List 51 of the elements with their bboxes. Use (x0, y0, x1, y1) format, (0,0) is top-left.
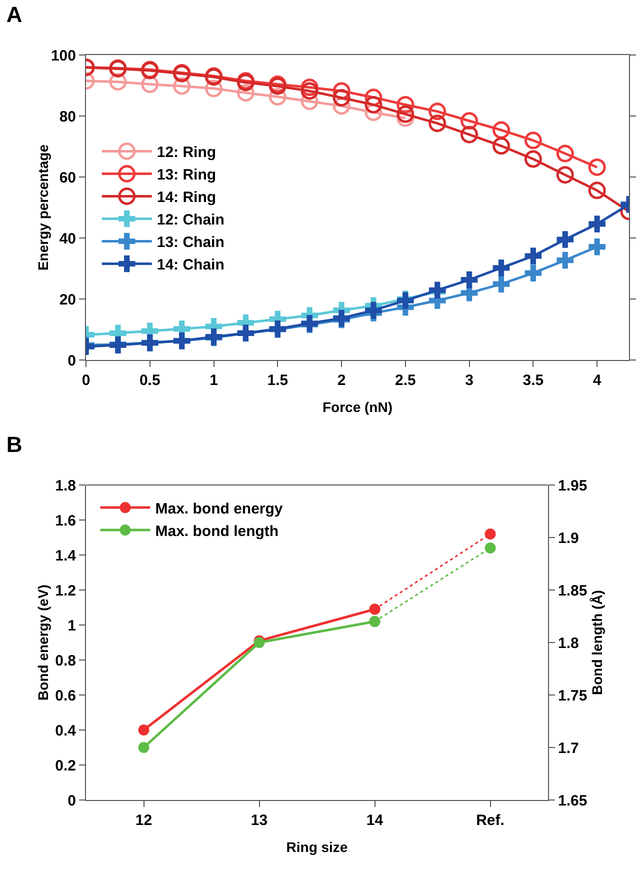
legend-label: 12: Chain (156, 212, 224, 229)
y-tick-label: 0.8 (55, 652, 76, 670)
y-tick-label: 1.2 (55, 582, 76, 600)
y-axis-title: Energy percentage (35, 144, 51, 271)
x-axis-title: Ring size (286, 839, 348, 855)
y-tick-label: 0.4 (55, 722, 77, 740)
x-tick-label: 2 (337, 372, 346, 389)
legend-label: 12: Ring (156, 144, 216, 162)
y-tick-label: 0 (68, 352, 76, 370)
legend-label: Max. bond energy (155, 500, 284, 518)
x-tick-label: 14 (366, 812, 384, 829)
y2-tick-label: 1.65 (558, 792, 588, 810)
x-axis-title: Force (nN) (322, 399, 392, 415)
chart-title: B (6, 432, 22, 457)
y2-axis-title: Bond length (Å) (589, 590, 606, 695)
x-tick-label: 12 (135, 812, 152, 829)
x-tick-label: 4 (592, 372, 602, 389)
y2-tick-label: 1.85 (558, 582, 588, 600)
y2-tick-label: 1.8 (558, 634, 579, 652)
y-tick-label: 1 (68, 617, 76, 634)
y-tick-label: 40 (59, 230, 76, 248)
legend-label: 14: Chain (156, 256, 224, 274)
legend-label: 13: Chain (156, 234, 224, 252)
y2-tick-label: 1.75 (558, 687, 588, 704)
x-tick-label: 3.5 (522, 372, 544, 389)
x-tick-label: 1.5 (267, 372, 288, 389)
y-tick-label: 60 (59, 169, 76, 186)
x-tick-label: 1 (210, 372, 218, 389)
y2-tick-label: 1.95 (558, 477, 588, 494)
legend-label: 14: Ring (156, 189, 216, 206)
chart-title: A (6, 2, 22, 27)
legend-label: 13: Ring (156, 166, 216, 184)
y-tick-label: 1.4 (55, 547, 77, 564)
y-tick-label: 100 (50, 47, 76, 64)
y-tick-label: 0.6 (55, 687, 76, 704)
y-tick-label: 1.8 (55, 477, 76, 494)
x-tick-label: 0 (82, 372, 90, 389)
x-tick-label: 0.5 (139, 372, 160, 389)
y2-tick-label: 1.7 (558, 740, 579, 757)
y2-tick-label: 1.9 (558, 530, 579, 547)
x-tick-label: Ref. (476, 812, 504, 829)
x-tick-label: 2.5 (394, 372, 416, 389)
y-tick-label: 20 (59, 291, 76, 308)
legend-label: Max. bond length (155, 522, 279, 540)
x-tick-label: 3 (465, 372, 474, 389)
y-axis-title: Bond energy (eV) (35, 584, 51, 700)
y-tick-label: 0.2 (55, 757, 76, 774)
x-tick-label: 13 (250, 812, 268, 829)
y-tick-label: 1.6 (55, 512, 76, 530)
y-tick-label: 80 (59, 108, 76, 126)
y-tick-label: 0 (68, 792, 76, 810)
